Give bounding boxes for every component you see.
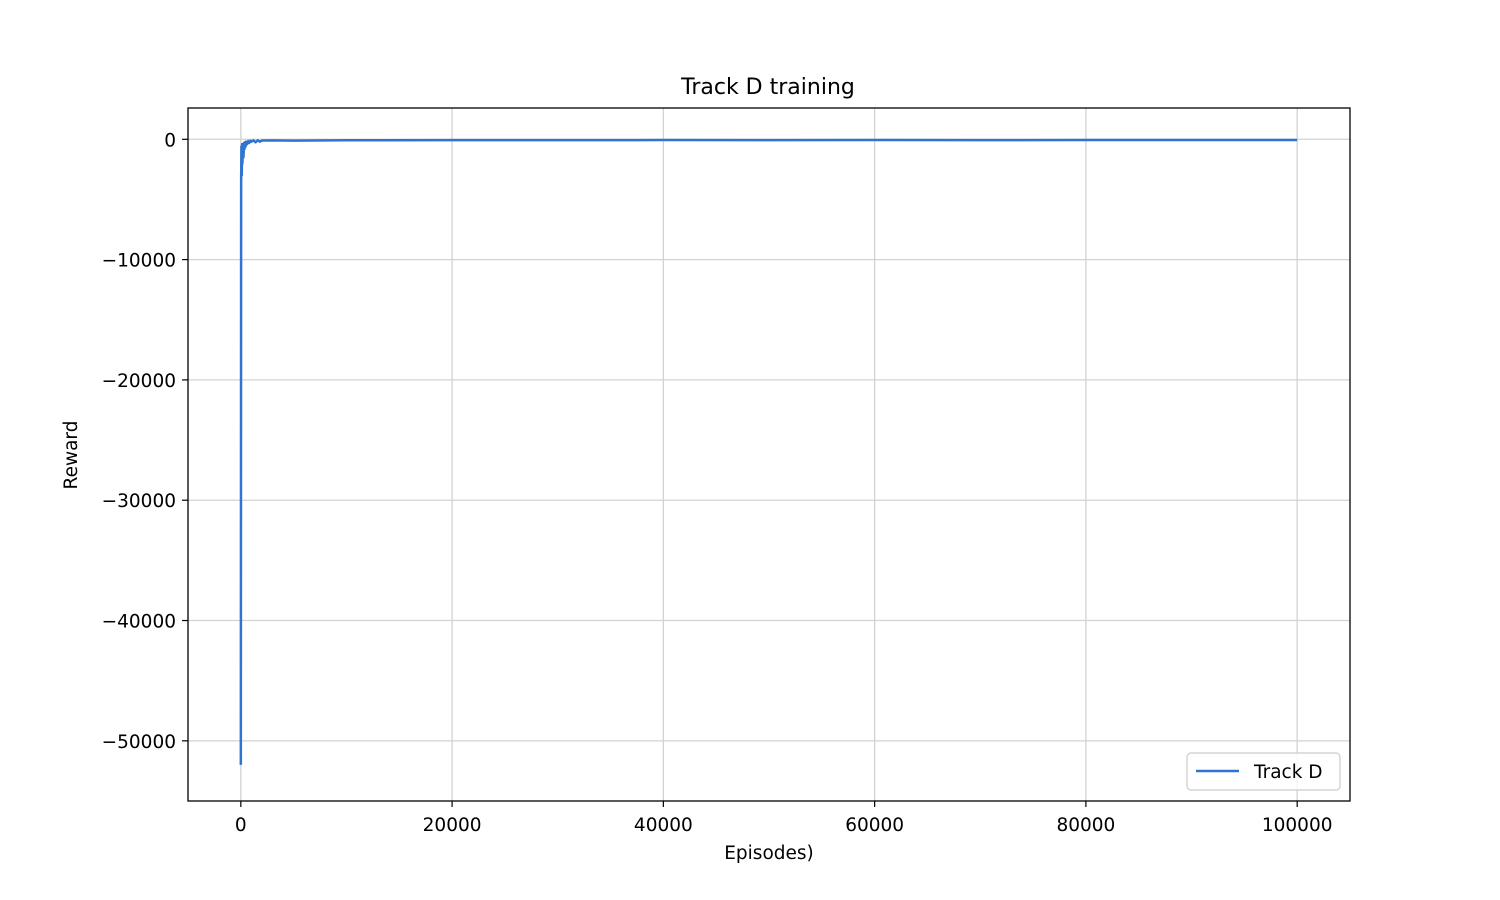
x-tick-label-2: 40000	[634, 815, 693, 836]
plot-frame	[187, 107, 1351, 802]
axis-ticks: 0 20000 40000 60000 80000 100000 0 −10000 −20000…	[102, 130, 1333, 836]
y-tick-label-4: −40000	[102, 612, 176, 633]
x-axis-title: Episodes)	[724, 843, 814, 864]
y-tick-label-0: 0	[164, 130, 176, 151]
x-tick-label-3: 60000	[845, 815, 904, 836]
y-tick-label-1: −10000	[102, 251, 176, 272]
legend-box	[1186, 752, 1341, 791]
x-tick-label-4: 80000	[1056, 815, 1115, 836]
x-tick-label-1: 20000	[423, 815, 482, 836]
y-tick-label-5: −50000	[102, 732, 176, 753]
series-layer	[239, 138, 1298, 765]
legend: Track D	[1186, 752, 1341, 791]
y-axis-title: Reward	[61, 421, 82, 490]
y-tick-label-2: −20000	[102, 371, 176, 392]
chart-title: Track D training	[680, 75, 855, 100]
y-tick-label-3: −30000	[102, 491, 176, 512]
legend-label-track-d: Track D	[1253, 762, 1323, 783]
x-tick-label-0: 0	[235, 815, 247, 836]
x-tick-label-5: 100000	[1262, 815, 1333, 836]
series-line-0	[239, 138, 1298, 765]
